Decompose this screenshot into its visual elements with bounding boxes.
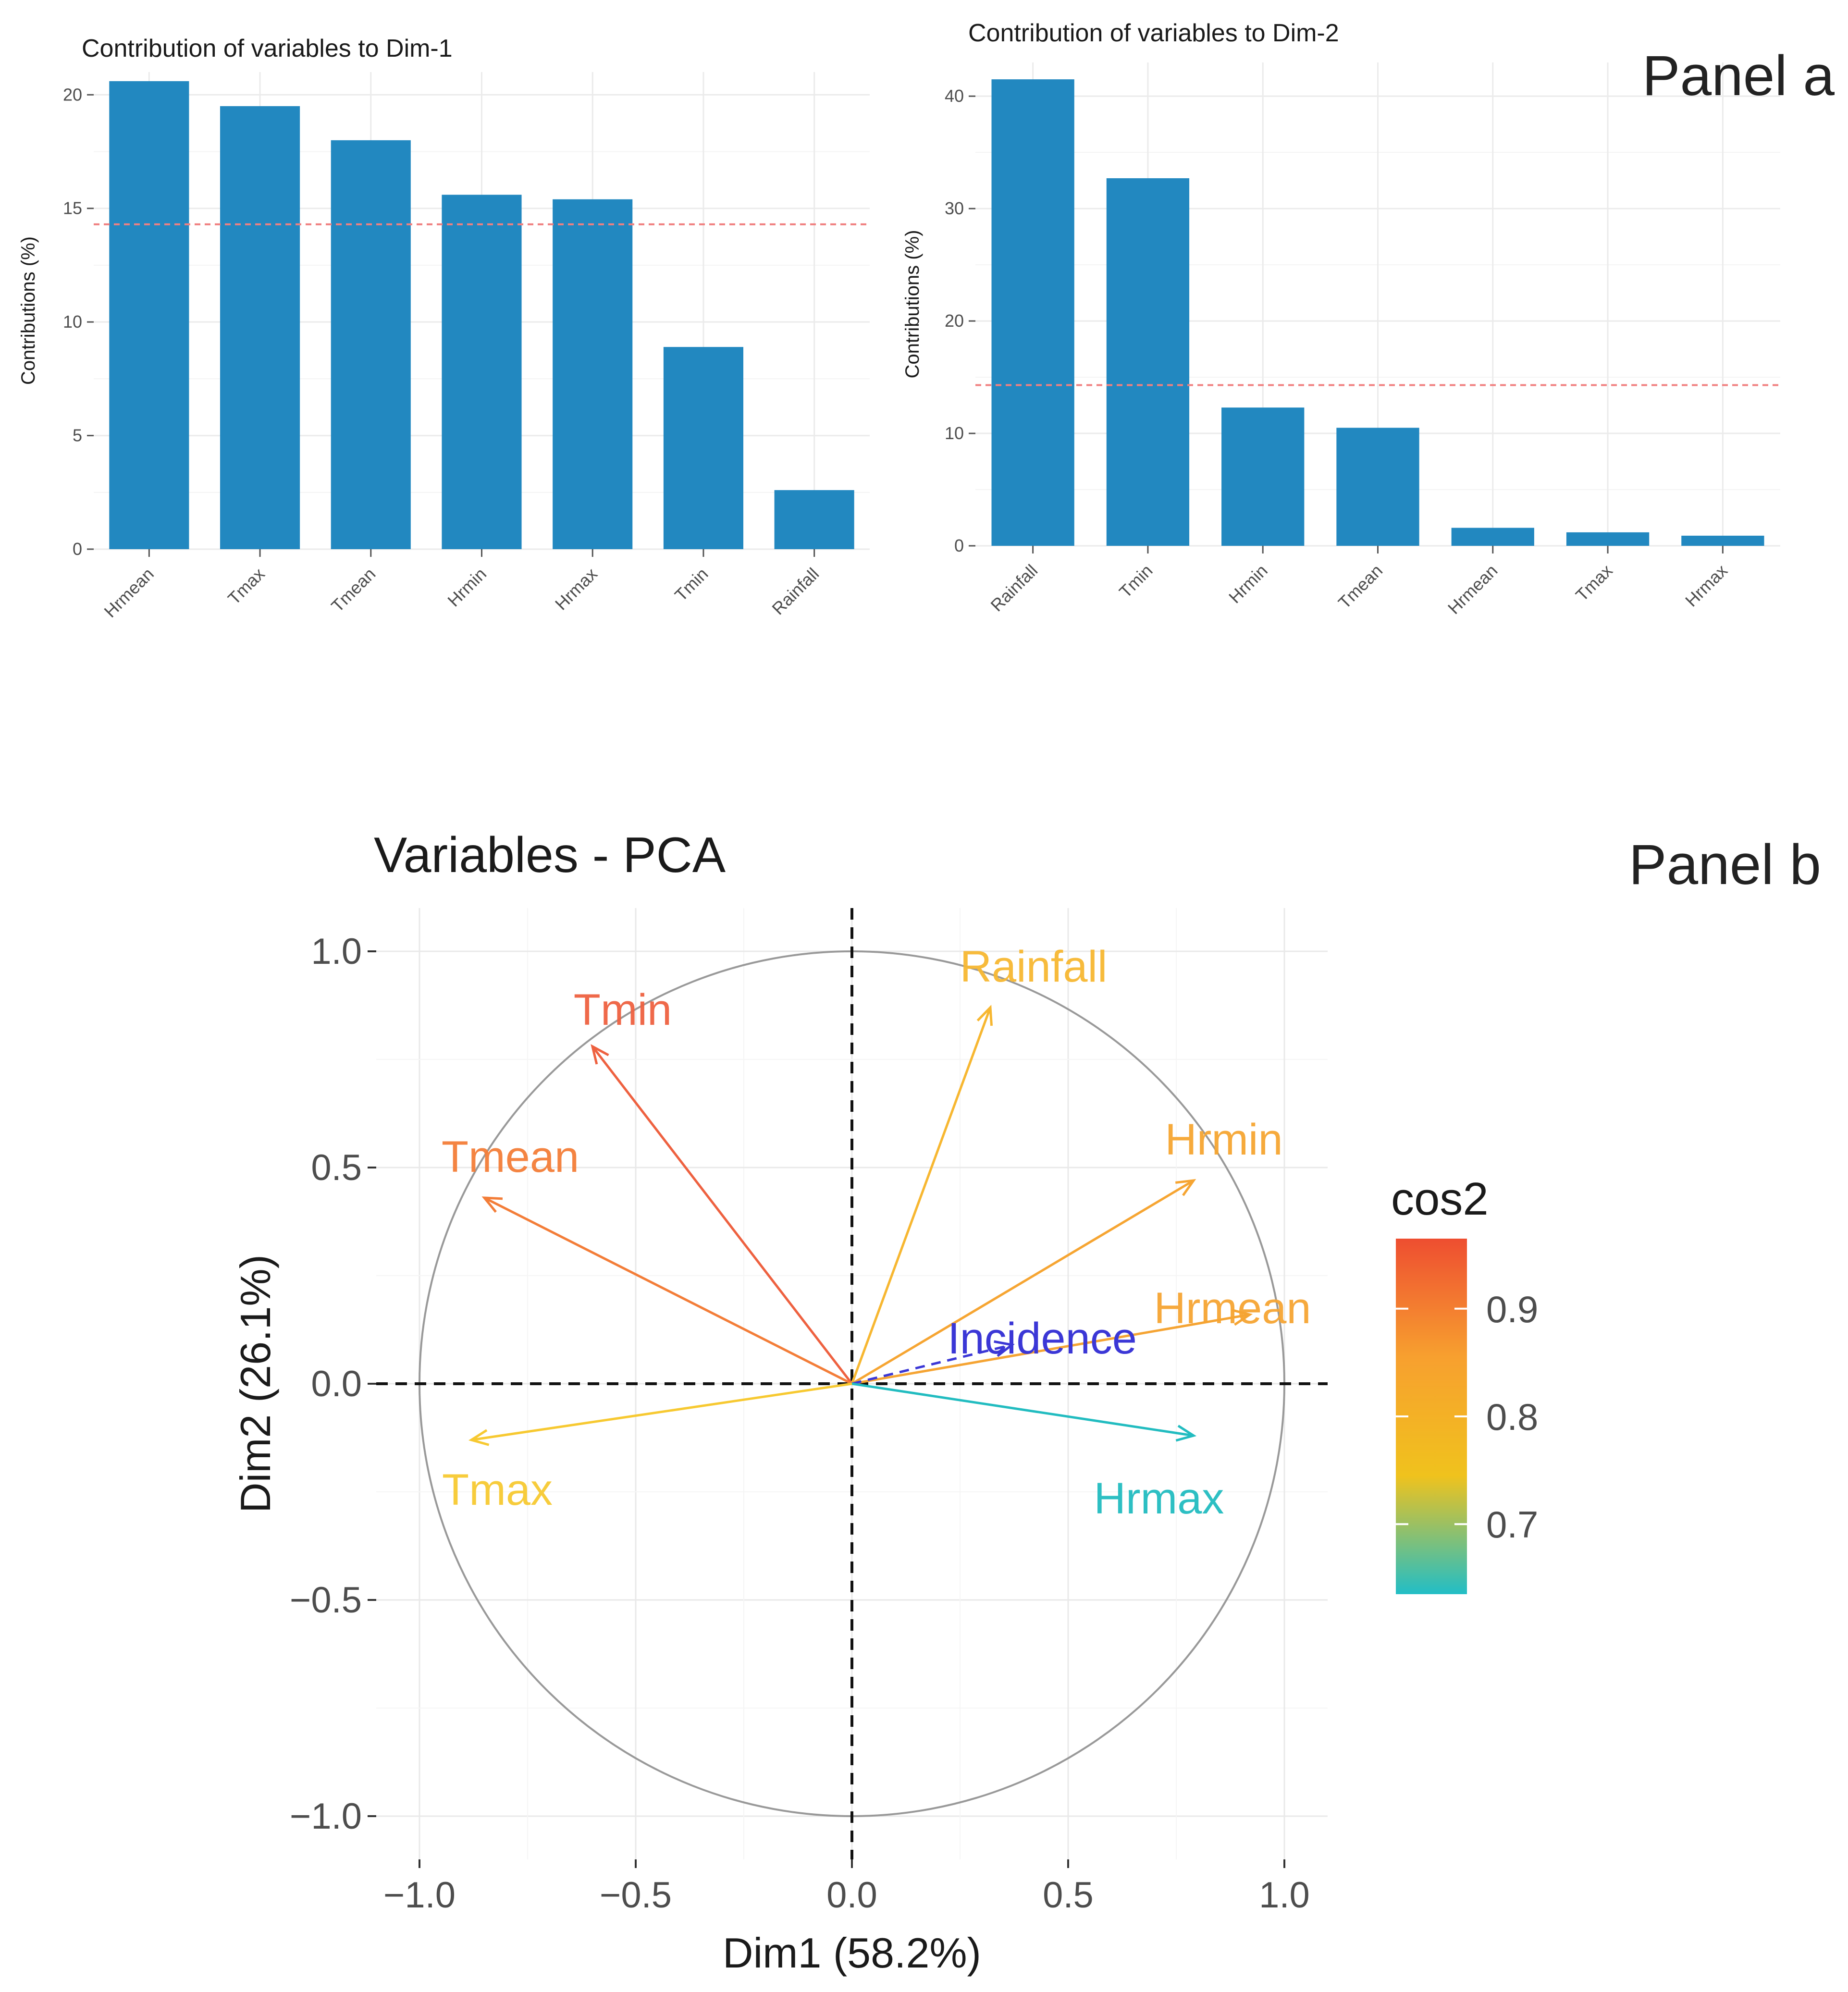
arrow-hrmean: [851, 1313, 1250, 1385]
bar-tmean: [331, 140, 411, 549]
arrow-head-incidence: [994, 1340, 1015, 1357]
arrow-rainfall: [850, 1007, 992, 1384]
variable-label-hrmax: Hrmax: [1094, 1474, 1224, 1523]
y-tick-label: −0.5: [290, 1580, 362, 1621]
x-tick-label: Hrmin: [444, 564, 490, 611]
bar-hrmin: [1221, 407, 1305, 546]
y-tick-label: 30: [945, 198, 964, 218]
panel-a-label: Panel a: [1642, 44, 1835, 108]
y-tick-label: 20: [945, 311, 964, 331]
x-tick-label: Tmax: [224, 564, 269, 609]
y-axis-label: Dim2 (26.1%): [232, 1254, 279, 1513]
chart-title: Contribution of variables to Dim-1: [82, 35, 453, 62]
x-tick-label: Hrmin: [1225, 561, 1271, 607]
y-axis-label: Contributions (%): [18, 236, 39, 385]
bar-tmin: [663, 347, 743, 549]
y-tick-label: 20: [63, 85, 82, 104]
bar-hrmax: [553, 199, 633, 549]
bar-tmean: [1336, 428, 1419, 546]
x-tick-label: −1.0: [383, 1875, 456, 1916]
arrow-head-tmin: [591, 1044, 609, 1065]
y-tick-label: 40: [945, 86, 964, 106]
arrow-head-hrmean: [1232, 1309, 1253, 1326]
y-tick-label: 0.5: [311, 1147, 362, 1188]
legend-tick-label: 0.7: [1486, 1503, 1538, 1546]
variable-label-hrmean: Hrmean: [1154, 1284, 1311, 1333]
variable-label-tmin: Tmin: [574, 985, 672, 1034]
x-tick-label: −0.5: [600, 1875, 672, 1916]
y-tick-label: 5: [73, 426, 82, 445]
x-tick-label: Hrmean: [1444, 561, 1502, 618]
variable-label-rainfall: Rainfall: [960, 942, 1108, 991]
x-tick-label: Hrmax: [551, 564, 601, 614]
chart-title: Contribution of variables to Dim-2: [968, 19, 1339, 47]
y-tick-label: 1.0: [311, 931, 362, 972]
y-tick-label: 0: [954, 536, 964, 555]
arrow-hrmax: [851, 1382, 1194, 1437]
x-tick-label: Hrmax: [1681, 561, 1731, 611]
x-tick-label: Tmin: [1115, 561, 1157, 602]
arrow-hrmin: [851, 1179, 1195, 1385]
bar-tmax: [220, 106, 300, 549]
y-tick-label: 15: [63, 198, 82, 218]
y-tick-label: 10: [63, 312, 82, 332]
arrow-head-hrmin: [1175, 1179, 1196, 1196]
x-tick-label: Rainfall: [986, 561, 1041, 615]
bar-hrmin: [442, 195, 522, 549]
variable-label-tmax: Tmax: [442, 1465, 553, 1514]
variable-label-incidence: Incidence: [948, 1314, 1137, 1363]
x-tick-label: Hrmean: [100, 564, 158, 622]
x-tick-label: Tmean: [327, 564, 379, 616]
bar-chart-dim2: 0 10 20 30 40 Rainfall Tmin Hrmin Tmean Hrmean Tma…: [902, 19, 1780, 618]
arrow-tmin: [591, 1045, 853, 1385]
bar-rainfall: [774, 490, 854, 549]
legend-tick-label: 0.9: [1486, 1288, 1538, 1330]
bar-hrmean: [1451, 528, 1534, 546]
arrow-tmax: [471, 1382, 852, 1441]
arrow-incidence: [851, 1343, 1012, 1385]
x-tick-label: 1.0: [1259, 1875, 1310, 1916]
y-tick-label: 10: [945, 423, 964, 443]
pca-variables-chart: Rainfall Tmin Tmean Hrmin Hrmean Incidence Hrm…: [232, 827, 1538, 1977]
arrow-head-hrmax: [1175, 1425, 1197, 1442]
y-tick-label: 0.0: [311, 1364, 362, 1404]
x-tick-label: Tmax: [1572, 561, 1616, 605]
arrow-head-tmax: [468, 1429, 490, 1446]
chart-title: Variables - PCA: [374, 827, 726, 883]
bar-tmin: [1106, 178, 1190, 546]
panel-b-label: Panel b: [1629, 833, 1821, 897]
variable-label-tmean: Tmean: [442, 1132, 579, 1181]
bar-tmax: [1566, 532, 1650, 546]
variable-label-hrmin: Hrmin: [1165, 1115, 1282, 1164]
y-tick-label: 0: [73, 539, 82, 559]
legend-tick-label: 0.8: [1486, 1396, 1538, 1438]
arrow-head-rainfall: [976, 1005, 993, 1026]
x-tick-label: Rainfall: [768, 564, 823, 619]
x-tick-label: 0.0: [826, 1875, 877, 1916]
legend-title: cos2: [1391, 1173, 1489, 1225]
y-axis-label: Contributions (%): [902, 230, 923, 378]
arrow-tmean: [483, 1196, 853, 1385]
x-tick-label: Tmin: [671, 564, 712, 605]
bar-rainfall: [991, 79, 1074, 546]
arrow-head-tmean: [481, 1196, 503, 1213]
bar-chart-dim1: 0 5 10 15 20 Hrmean Tmax Tmean Hrmin Hrmax Tmin Rai…: [18, 35, 870, 621]
bar-hrmean: [109, 81, 189, 549]
x-tick-label: Tmean: [1334, 561, 1386, 613]
x-tick-label: 0.5: [1043, 1875, 1094, 1916]
bar-hrmax: [1681, 535, 1764, 546]
x-axis-label: Dim1 (58.2%): [723, 1929, 981, 1977]
y-tick-label: −1.0: [290, 1796, 362, 1837]
